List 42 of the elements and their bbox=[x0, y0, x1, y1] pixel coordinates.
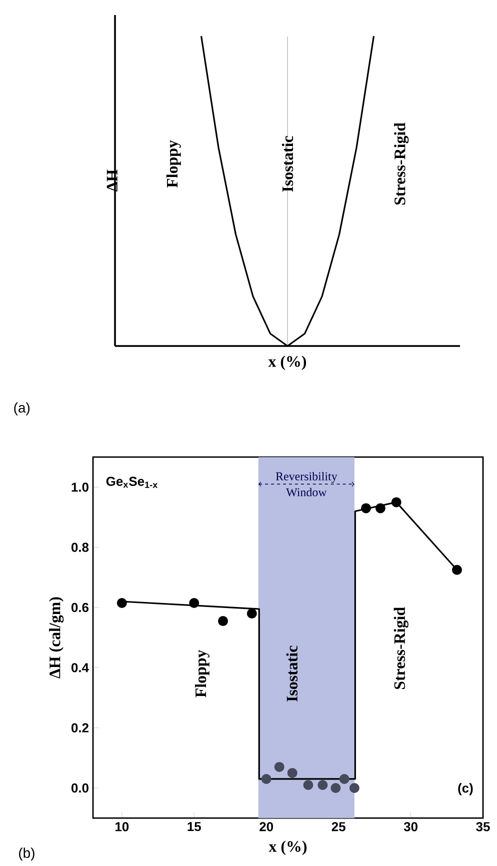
point bbox=[116, 598, 127, 608]
x-tick-label: 15 bbox=[188, 822, 201, 832]
y-tick-label: 0.6 bbox=[71, 602, 89, 612]
annotation: Stress-Rigid bbox=[394, 607, 408, 690]
annotation: Floppy bbox=[166, 140, 181, 188]
annotation: Stress-Rigid bbox=[394, 122, 409, 205]
y-tick-label: 0.2 bbox=[71, 723, 88, 732]
point bbox=[274, 762, 284, 772]
point bbox=[391, 497, 402, 508]
x-tick-label: 35 bbox=[476, 822, 490, 832]
text: (a) bbox=[14, 402, 30, 416]
point bbox=[246, 608, 257, 619]
point bbox=[330, 783, 341, 793]
x-tick-label: 25 bbox=[332, 822, 346, 832]
x-axis-title: x (%) bbox=[268, 356, 306, 370]
y-tick-label: 0.8 bbox=[71, 542, 89, 552]
point bbox=[318, 780, 328, 790]
y-tick-label: 1.0 bbox=[72, 482, 88, 492]
y-axis-title: ΔH (cal/gm) bbox=[49, 597, 64, 678]
point bbox=[287, 768, 298, 778]
point bbox=[361, 503, 372, 514]
point bbox=[261, 774, 272, 784]
x-axis-title: x (%) bbox=[268, 840, 307, 856]
x-tick-label: 20 bbox=[260, 822, 274, 832]
point bbox=[303, 780, 314, 790]
annotation: (c) bbox=[458, 783, 473, 796]
point bbox=[339, 774, 350, 784]
band-label: Reversibility Window bbox=[276, 472, 338, 496]
point bbox=[375, 503, 386, 514]
point bbox=[452, 564, 462, 575]
point bbox=[189, 598, 200, 608]
x-tick-label: 30 bbox=[404, 822, 418, 832]
x-tick-label: 10 bbox=[116, 822, 129, 832]
text: (b) bbox=[19, 848, 34, 861]
annotation: Ge$_{x}$Se$_{1-x}$ bbox=[106, 476, 158, 488]
annotation: Isostatic bbox=[282, 136, 294, 192]
point bbox=[218, 616, 228, 626]
annotation: Floppy bbox=[194, 650, 210, 698]
y-tick-label: 0.4 bbox=[71, 663, 89, 672]
annotation: Isostatic bbox=[286, 646, 298, 702]
y-tick-label: 0.0 bbox=[71, 783, 88, 793]
point bbox=[349, 783, 360, 793]
